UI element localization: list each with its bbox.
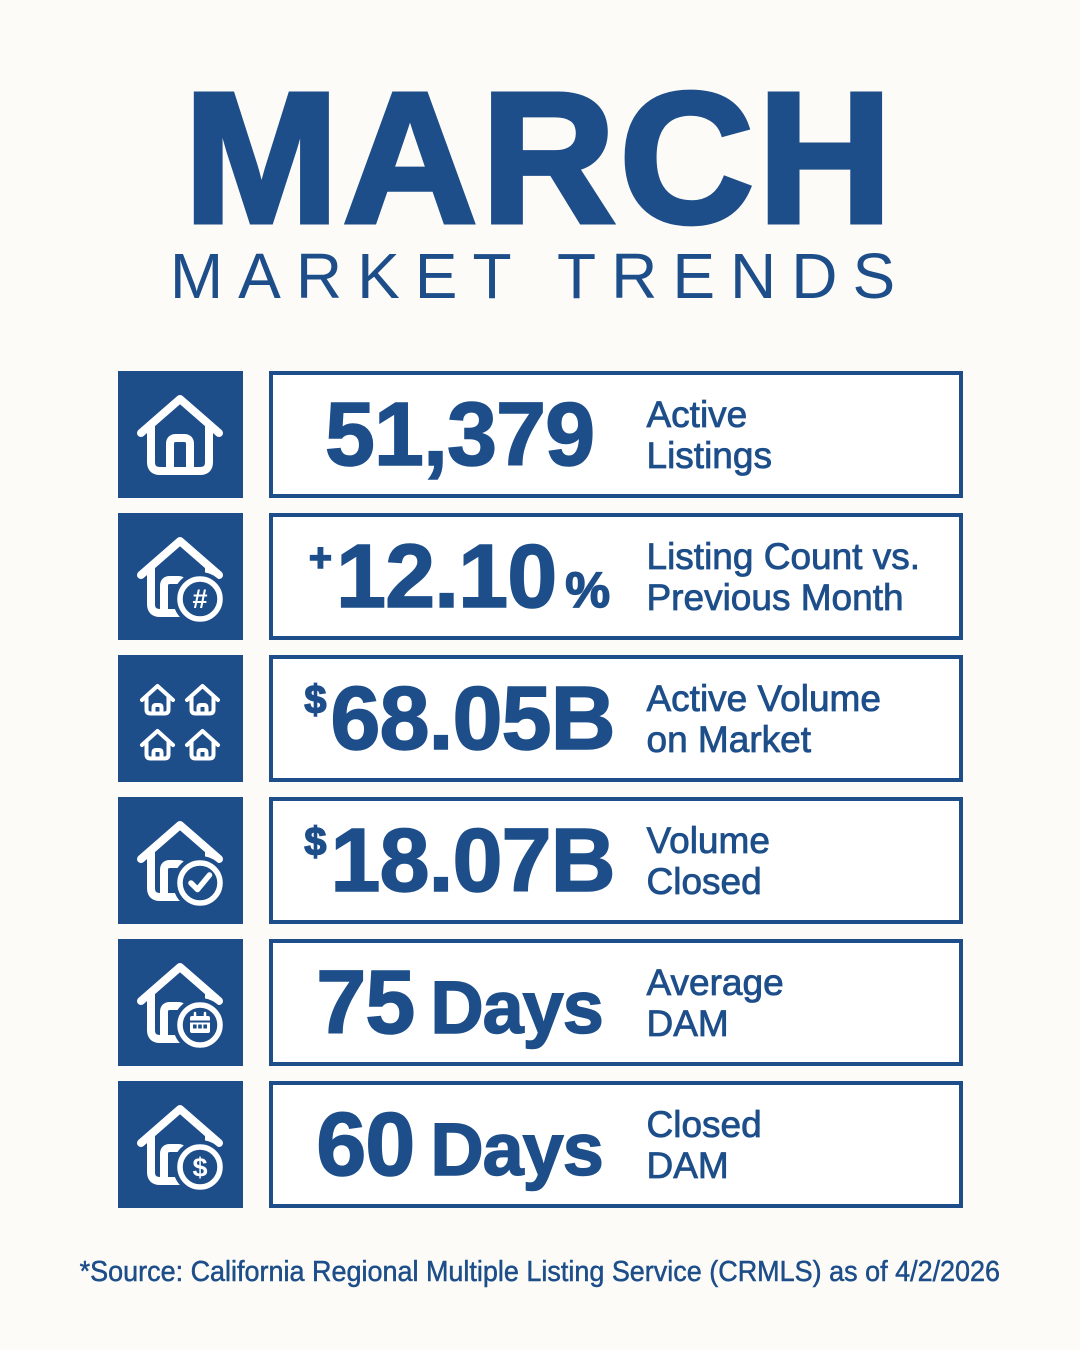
house-calendar-badge-icon bbox=[137, 962, 227, 1052]
stat-card: $18.07B Volume Closed bbox=[268, 797, 963, 924]
house-check-badge-icon bbox=[137, 820, 227, 910]
stat-number: 12.10 bbox=[335, 526, 558, 627]
stat-number: 75 bbox=[315, 952, 416, 1053]
stat-value: 60 Days bbox=[273, 1099, 647, 1191]
stat-card: 60 Days Closed DAM bbox=[268, 1081, 963, 1208]
stat-value: 51,379 bbox=[273, 389, 647, 481]
stat-number: 68.05B bbox=[330, 668, 617, 769]
stat-card: +12.10% Listing Count vs. Previous Month bbox=[268, 513, 963, 640]
stat-row-volume-closed: $18.07B Volume Closed bbox=[117, 797, 963, 924]
stat-card: 51,379 Active Listings bbox=[268, 371, 963, 498]
stat-row-average-dam: 75 Days Average DAM bbox=[117, 939, 963, 1066]
stat-label: Active Volume on Market bbox=[646, 677, 881, 760]
stat-value: 75 Days bbox=[273, 957, 647, 1049]
stat-row-active-volume: $68.05B Active Volume on Market bbox=[117, 655, 963, 782]
icon-box: $ bbox=[117, 1081, 243, 1208]
source-note: *Source: California Regional Multiple Li… bbox=[79, 1256, 1001, 1289]
stat-label: Active Listings bbox=[646, 393, 772, 476]
days-word: Days bbox=[430, 965, 605, 1049]
dollar-sign: $ bbox=[304, 677, 328, 722]
stat-card: $68.05B Active Volume on Market bbox=[268, 655, 963, 782]
stat-value: $18.07B bbox=[273, 815, 647, 907]
stat-number: 60 bbox=[315, 1094, 416, 1195]
days-word: Days bbox=[430, 1107, 605, 1191]
house-icon bbox=[137, 394, 223, 475]
stat-label: Listing Count vs. Previous Month bbox=[646, 535, 921, 618]
house-dollar-badge-icon: $ bbox=[137, 1104, 227, 1194]
svg-text:$: $ bbox=[192, 1152, 207, 1182]
page-title: MARCH bbox=[181, 55, 897, 262]
stat-number: 51,379 bbox=[324, 384, 596, 485]
stat-number: 18.07B bbox=[330, 810, 617, 911]
stat-row-listing-count-change: # +12.10% Listing Count vs. Previous Mon… bbox=[117, 513, 963, 640]
icon-box bbox=[117, 797, 243, 924]
stat-label: Closed DAM bbox=[646, 1103, 762, 1186]
dollar-sign: $ bbox=[304, 819, 328, 864]
icon-box bbox=[117, 939, 243, 1066]
stat-row-active-listings: 51,379 Active Listings bbox=[117, 371, 963, 498]
stat-row-closed-dam: $ 60 Days Closed DAM bbox=[117, 1081, 963, 1208]
stat-value: +12.10% bbox=[273, 531, 647, 623]
houses-grid-icon bbox=[140, 683, 220, 760]
icon-box: # bbox=[117, 513, 243, 640]
plus-sign: + bbox=[308, 535, 333, 580]
page-subtitle: MARKET TRENDS bbox=[169, 240, 911, 312]
stat-label: Volume Closed bbox=[646, 819, 770, 902]
stat-card: 75 Days Average DAM bbox=[268, 939, 963, 1066]
svg-text:#: # bbox=[192, 584, 207, 614]
stat-value: $68.05B bbox=[273, 673, 647, 765]
icon-box bbox=[117, 371, 243, 498]
house-number-badge-icon: # bbox=[137, 536, 227, 626]
percent-sign: % bbox=[565, 560, 611, 618]
icon-box bbox=[117, 655, 243, 782]
stats-list: 51,379 Active Listings # +1 bbox=[117, 371, 963, 1208]
stat-label: Average DAM bbox=[646, 961, 784, 1044]
